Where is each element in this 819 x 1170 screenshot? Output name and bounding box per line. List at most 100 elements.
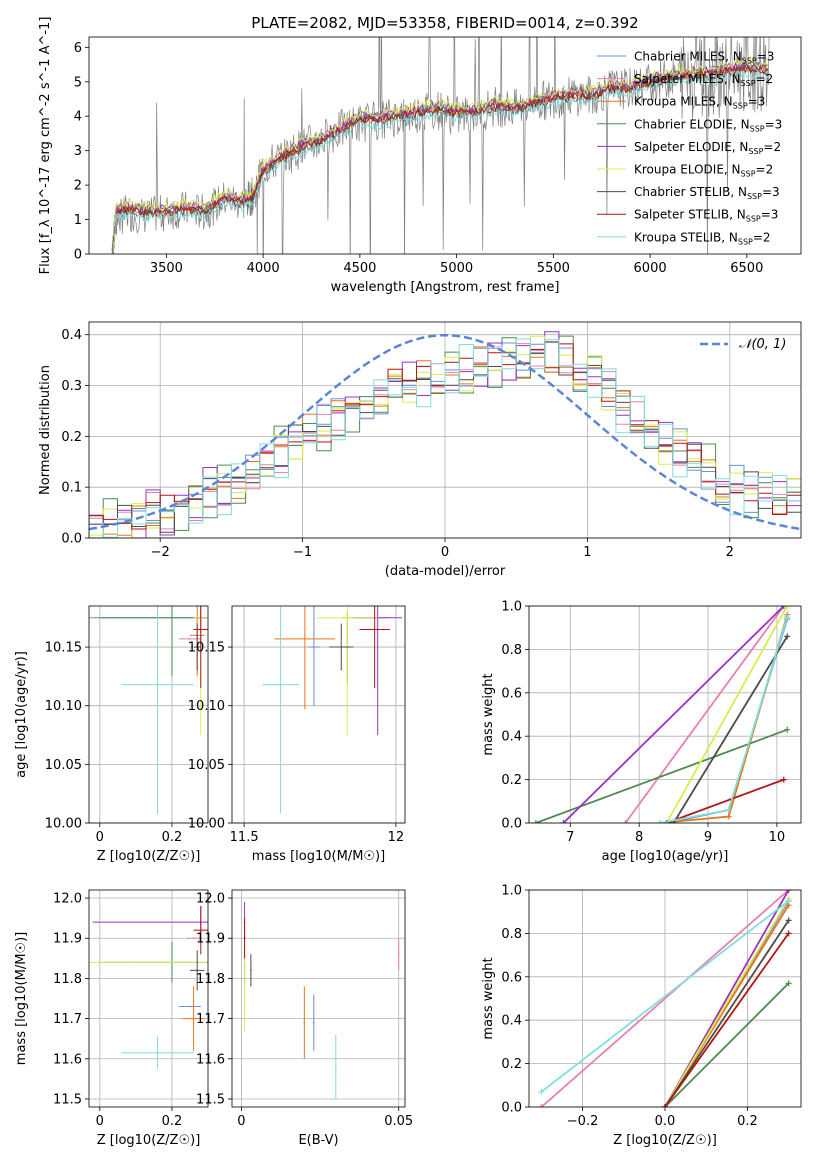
x-tick-label: −0.2 (567, 1114, 599, 1129)
y-tick-label: 0.4 (501, 1014, 522, 1029)
x-axis-label: Z [log10(Z/Z☉)] (613, 1133, 717, 1148)
legend-label: Salpeter MILES, NSSP=2 (634, 72, 773, 88)
x-tick-label: 0 (237, 1114, 245, 1129)
y-tick-label: 0.2 (501, 1057, 522, 1072)
y-tick-label: 10.05 (45, 758, 82, 773)
y-tick-label: 0.4 (501, 730, 522, 745)
y-tick-label: 1.0 (501, 600, 522, 615)
weight-marker (560, 820, 567, 823)
axes-frame (88, 605, 209, 824)
model-spectrum-line (111, 56, 769, 252)
y-tick-label: 3 (74, 144, 82, 159)
x-tick-label: 0 (96, 1114, 104, 1129)
x-tick-label: 3500 (150, 261, 183, 276)
panel-age-mass: 11.5 12 10.00 10.05 10.10 10.15 mass [log10(M/… (188, 605, 406, 864)
weight-line (664, 982, 790, 1107)
chart-title: PLATE=2082, MJD=53358, FIBERID=0014, z=0… (251, 14, 638, 32)
data-point (199, 628, 202, 631)
normal-distribution-curve (89, 333, 801, 531)
y-tick-label: 0.3 (61, 379, 82, 394)
legend-label: Kroupa MILES, NSSP=3 (634, 95, 765, 111)
y-axis-label: mass weight (481, 673, 496, 755)
y-tick-label: 0.0 (501, 1101, 522, 1116)
weight-marker (785, 897, 792, 904)
y-axis-label: mass [log10(M/M☉)] (14, 932, 29, 1065)
axes-frame (231, 605, 406, 824)
y-tick-label: 0 (74, 248, 82, 263)
y-tick-label: 11.8 (53, 972, 82, 987)
data-point (156, 1051, 159, 1054)
axes-frame (88, 36, 802, 255)
data-point (313, 646, 315, 648)
y-tick-label: 0.8 (501, 927, 522, 942)
y-axis-label: Flux [f_λ 10^-17 erg cm^-2 s^-1 A^-1] (38, 17, 53, 275)
errorbar-data (89, 906, 208, 1069)
axes-frame (231, 889, 406, 1108)
panel-mass-EBV: 0 0.05 11.5 11.6 11.7 11.8 11.9 12.0 E(B-V) (196, 889, 413, 1148)
y-tick-label: 0.0 (61, 532, 82, 547)
x-axis-label: wavelength [Angstrom, rest frame] (331, 280, 560, 295)
weight-marker (725, 806, 732, 813)
model-spectrum-line (111, 64, 769, 254)
x-tick-label: 0.2 (162, 1114, 183, 1129)
y-tick-label: 6 (74, 41, 82, 56)
x-axis-label: Z [log10(Z/Z☉)] (97, 849, 201, 864)
x-tick-label: 0.0 (655, 1114, 676, 1129)
y-tick-label: 11.6 (53, 1052, 82, 1067)
model-spectrum-line (112, 70, 769, 254)
x-tick-label: 0 (441, 545, 449, 560)
data-point (199, 929, 202, 931)
y-tick-label: 12.0 (196, 892, 225, 907)
data-point (196, 646, 198, 648)
y-tick-label: 11.8 (196, 972, 225, 987)
weight-line (535, 728, 788, 823)
x-tick-label: 11.5 (230, 830, 259, 845)
weight-line (562, 606, 785, 823)
y-tick-label: 10.15 (188, 641, 225, 656)
legend-label: Chabrier STELIB, NSSP=3 (634, 185, 780, 201)
weight-marker (532, 820, 539, 823)
data-point (192, 937, 195, 940)
x-tick-label: 5500 (537, 261, 570, 276)
data-point (373, 628, 376, 631)
y-tick-label: 10.05 (188, 758, 225, 773)
x-tick-label: 0.05 (384, 1114, 413, 1129)
data-point (279, 683, 282, 686)
y-tick-label: 11.7 (53, 1012, 82, 1027)
y-tick-label: 10.00 (188, 817, 225, 832)
weight-marker (538, 1104, 545, 1107)
weight-marker (785, 930, 792, 937)
x-tick-label: 9 (704, 830, 712, 845)
y-axis-label: Normed distribution (38, 365, 53, 495)
axes-frame (88, 889, 209, 1108)
y-axis-label: age [log10(age/yr)] (14, 651, 29, 778)
x-tick-label: 6500 (730, 261, 763, 276)
x-tick-label: 5000 (440, 261, 473, 276)
x-tick-label: 0 (96, 830, 104, 845)
weight-line (659, 614, 789, 823)
y-tick-label: 0.8 (501, 643, 522, 658)
y-tick-label: 5 (74, 75, 82, 90)
weight-line (540, 890, 790, 1107)
weight-marker (662, 1104, 668, 1107)
legend-label: 𝒩(0, 1) (739, 337, 786, 352)
weight-marker (784, 726, 791, 733)
y-tick-label: 10.10 (45, 699, 82, 714)
y-tick-label: 11.5 (53, 1092, 82, 1107)
weight-marker (538, 1088, 545, 1095)
weight-marker (780, 606, 787, 609)
y-tick-label: 10.10 (188, 699, 225, 714)
y-tick-label: 0.2 (61, 430, 82, 445)
weight-marker (784, 613, 791, 620)
legend-label: Salpeter STELIB, NSSP=3 (634, 208, 778, 224)
legend-label: Kroupa ELODIE, NSSP=2 (634, 163, 773, 179)
weight-marker (784, 606, 791, 609)
weight-marker (785, 890, 792, 893)
panel-weight-age: 7 8 9 10 0.0 0.2 0.4 0.6 0.8 1.0 age [log10(age/yr… (481, 600, 802, 864)
data-point (156, 683, 159, 686)
legend-label: Kroupa STELIB, NSSP=2 (634, 230, 771, 246)
y-tick-label: 10.15 (45, 641, 82, 656)
data-point (171, 616, 173, 619)
x-tick-label: −2 (151, 545, 170, 560)
